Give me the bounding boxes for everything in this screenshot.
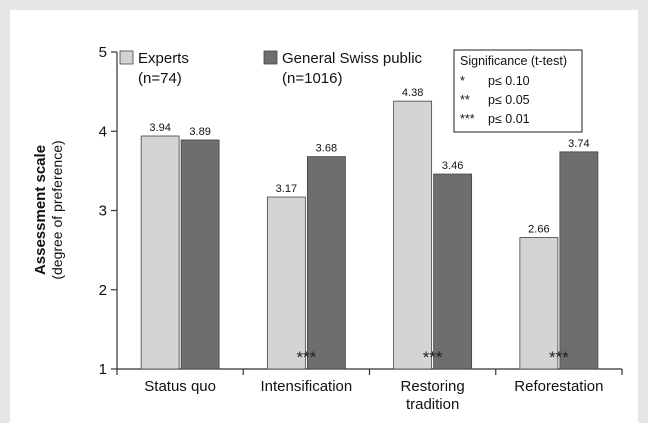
significance-box: Significance (t-test) * p≤ 0.10 ** p≤ 0.05 **… (453, 49, 583, 133)
bar-experts (519, 237, 559, 370)
bar-public (306, 156, 346, 370)
data-label: 3.46 (442, 160, 463, 172)
y-axis-title: Assessment scale (degree of preference) (32, 140, 65, 279)
significance-box-frame (453, 49, 583, 133)
bar-experts (140, 135, 180, 370)
y-axis-title-sub: (degree of preference) (49, 140, 65, 279)
bar-public (559, 151, 599, 370)
x-tick-label: Reforestation (514, 378, 603, 395)
legend-label: General Swiss public (n=1016) (282, 50, 423, 87)
significance-mark-key: ** (460, 93, 470, 107)
significance-mark: *** (549, 348, 569, 367)
data-label: 2.66 (528, 223, 549, 235)
legend-swatch-public (263, 50, 278, 65)
bar-public (433, 173, 473, 370)
y-tick-label: 5 (99, 44, 107, 61)
y-axis-title-main: Assessment scale (32, 145, 49, 275)
bar-experts (266, 196, 306, 370)
significance-mark: *** (296, 348, 316, 367)
data-label: 3.94 (149, 122, 170, 134)
data-label: 3.74 (568, 138, 589, 150)
significance-mark-key: *** (460, 112, 475, 126)
bar-public (180, 139, 220, 370)
chart-legend: Experts (n=74) General Swiss public (n=1016… (119, 50, 423, 87)
legend-label: Experts (n=74) (138, 50, 189, 87)
bar-chart: 1 2 3 4 5 3.94 3.89 Status quo 3.17 3.68 Intensif… (32, 44, 623, 413)
significance-title: Significance (t-test) (460, 54, 567, 68)
x-tick-label: Status quo (144, 378, 216, 395)
data-label: 3.89 (189, 126, 210, 138)
y-tick-label: 1 (99, 361, 107, 378)
significance-mark-key: * (460, 74, 465, 88)
x-tick-label: Intensification (261, 378, 353, 395)
x-tick-label: Restoring tradition (401, 378, 465, 413)
chart-bars (140, 100, 599, 370)
significance-threshold: p≤ 0.01 (488, 112, 530, 126)
data-label: 3.68 (316, 143, 337, 155)
y-tick-label: 3 (99, 203, 107, 220)
data-label: 3.17 (276, 183, 297, 195)
significance-mark: *** (423, 348, 443, 367)
y-tick-label: 2 (99, 282, 107, 299)
chart-labels: 3.94 3.89 Status quo 3.17 3.68 Intensificatio… (144, 87, 603, 413)
y-tick-label: 4 (99, 123, 107, 140)
legend-swatch-experts (119, 50, 134, 65)
data-label: 4.38 (402, 87, 423, 99)
bar-experts (393, 100, 433, 370)
significance-threshold: p≤ 0.10 (488, 74, 530, 88)
figure-frame: 1 2 3 4 5 3.94 3.89 Status quo 3.17 3.68 Intensif… (10, 10, 638, 423)
significance-threshold: p≤ 0.05 (488, 93, 530, 107)
